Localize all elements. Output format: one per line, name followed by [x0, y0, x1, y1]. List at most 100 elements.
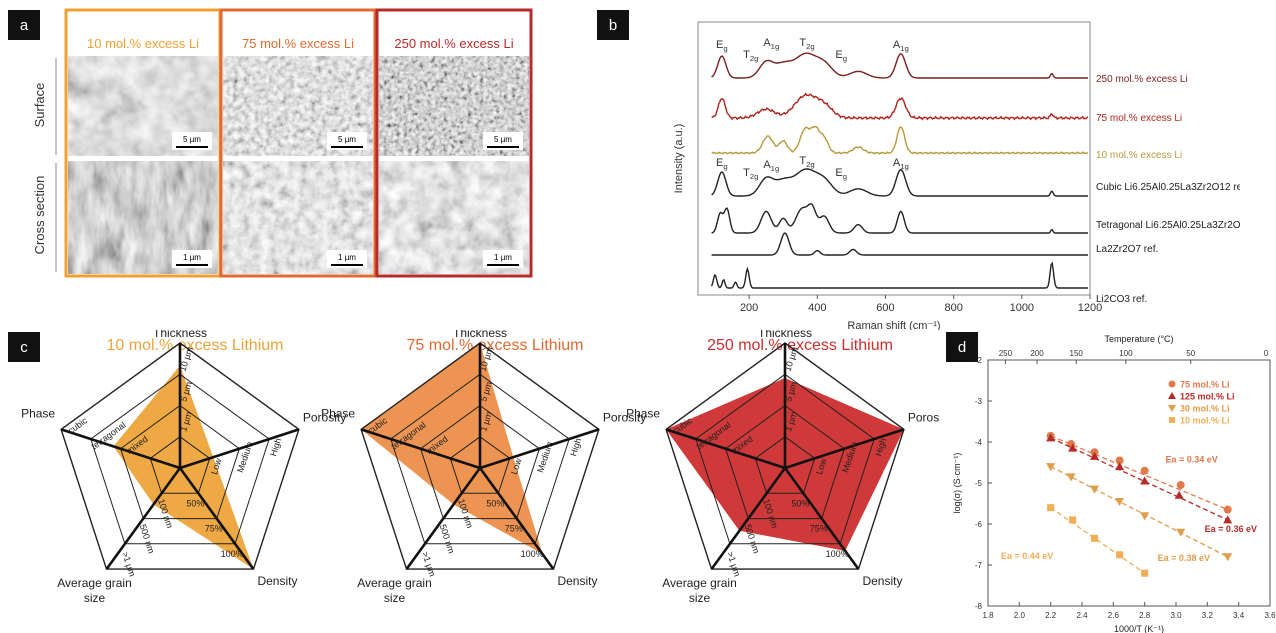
radar-axis-label: Density	[557, 574, 597, 588]
arrhenius-x-tick: 3.6	[1264, 611, 1276, 620]
radar-title: 10 mol.% excess Lithium	[107, 337, 284, 354]
row-label-surface: Surface	[32, 83, 47, 128]
raman-peak-label: T2g	[799, 155, 814, 169]
fit-line	[1050, 437, 1228, 521]
radar-tick-label: >1 µm	[725, 550, 742, 577]
scalebar-label: 5 µm	[338, 135, 356, 144]
raman-peak-label: T2g	[743, 49, 758, 63]
radar-axis-label: size	[689, 591, 711, 605]
radar-axis-label: Phase	[626, 406, 660, 420]
raman-series-label: La2Zr2O7 ref.	[1096, 244, 1158, 255]
raman-plot-frame	[697, 21, 1091, 296]
arrhenius-x-tick: 3.4	[1233, 611, 1245, 620]
radar-tick-label: 100%	[521, 549, 544, 559]
sem-column-title: 75 mol.% excess Li	[242, 36, 354, 51]
data-point	[1223, 505, 1232, 514]
data-point	[1176, 528, 1186, 537]
data-point	[1069, 516, 1077, 524]
radar-tick-label: 100%	[826, 549, 849, 559]
panel-b-raman-chart: 200 400 600 800 1000 1200 Raman shift (cm⁻¹) In…	[673, 21, 1240, 330]
data-point	[1047, 504, 1055, 512]
radar-axis-label: Average grain	[357, 576, 432, 590]
raman-series-label: 10 mol.% excess Li	[1096, 150, 1182, 161]
raman-x-tick: 600	[876, 302, 894, 314]
raman-x-tick: 200	[740, 302, 758, 314]
radar-axis-label: Phase	[321, 406, 355, 420]
radar-title: 250 mol.% excess Lithium	[707, 337, 893, 354]
data-point	[1115, 497, 1125, 506]
radar-tick-label: 100%	[221, 549, 244, 559]
data-point	[1116, 551, 1124, 559]
data-point	[1140, 466, 1149, 475]
arrhenius-x-tick: 2.4	[1076, 611, 1088, 620]
data-point	[1140, 476, 1150, 485]
radar-tick-label: 75%	[505, 524, 523, 534]
radar-tick-label: Medium	[235, 440, 254, 474]
panel-label-a: a	[8, 10, 40, 40]
arrhenius-y-tick: -6	[975, 520, 983, 529]
arrhenius-x-tick: 2.8	[1139, 611, 1151, 620]
arrhenius-y-tick: -8	[975, 602, 983, 611]
radar-tick-label: 500 nm	[138, 523, 157, 555]
arrhenius-x-tick: 2.2	[1045, 611, 1057, 620]
data-point	[1174, 490, 1184, 499]
data-point	[1141, 569, 1149, 577]
arrhenius-top-tick: 50	[1186, 349, 1195, 358]
data-point	[1091, 534, 1099, 542]
raman-series-label: Li2CO3 ref.	[1096, 294, 1147, 305]
legend-label: 10 mol.% Li	[1180, 416, 1230, 426]
raman-peak-label: A1g	[763, 37, 779, 51]
radar-tick-label: Medium	[535, 440, 554, 474]
arrhenius-y-tick: -3	[975, 397, 983, 406]
legend-label: 125 mol.% Li	[1180, 392, 1235, 402]
raman-series-label: Tetragonal Li6.25Al0.25La3Zr2O12 ref.	[1096, 220, 1240, 231]
radar-tick-label: Low	[814, 457, 829, 476]
raman-series-label: Cubic Li6.25Al0.25La3Zr2O12 ref.	[1096, 182, 1240, 193]
raman-x-axis-label: Raman shift (cm⁻¹)	[847, 320, 940, 330]
radar-tick-label: 50%	[486, 498, 504, 508]
sem-column-10: 10 mol.% excess Li	[64, 8, 222, 278]
arrhenius-y-tick: -5	[975, 479, 983, 488]
radar-axis-label: Porosity	[303, 410, 346, 424]
data-point	[1046, 463, 1056, 472]
data-point	[1223, 553, 1233, 562]
raman-x-tick: 1200	[1078, 302, 1102, 314]
radar-title: 75 mol.% excess Lithium	[407, 337, 584, 354]
legend-label: 75 mol.% Li	[1180, 380, 1230, 390]
raman-series-line	[711, 52, 1088, 79]
panel-a-micrographs: Surface Cross section 10 mol.% excess Li…	[32, 8, 533, 278]
data-point	[1046, 433, 1056, 442]
raman-peak-label: A1g	[893, 39, 909, 53]
arrhenius-x-tick: 2.0	[1014, 611, 1026, 620]
radar-tick-label: cubic	[66, 415, 89, 436]
scalebar-label: 5 µm	[183, 135, 201, 144]
scalebar-label: 5 µm	[494, 135, 512, 144]
arrhenius-x-tick: 3.2	[1202, 611, 1214, 620]
scalebar-label: 1 µm	[338, 253, 356, 262]
raman-peak-label: T2g	[743, 167, 758, 181]
radar-axis-label: Phase	[21, 406, 55, 420]
raman-series-line	[710, 261, 1088, 289]
activation-energy-label: Ea = 0.36 eV	[1205, 524, 1257, 534]
sem-column-250: 250 mol.% excess Li	[375, 8, 533, 278]
scalebar-label: 1 µm	[494, 253, 512, 262]
data-point	[1068, 443, 1078, 452]
radar-axis-label: Density	[257, 574, 297, 588]
radar-axis-label: Porosity	[603, 410, 646, 424]
raman-peak-label: T2g	[799, 37, 814, 51]
arrhenius-y-tick: -4	[975, 438, 983, 447]
raman-series-line	[711, 203, 1088, 234]
radar-tick-label: Low	[509, 457, 524, 476]
radar-axis-label: Thickness	[758, 330, 812, 340]
raman-series-label: 75 mol.% excess Li	[1096, 113, 1182, 124]
raman-peak-label: Eg	[835, 167, 847, 181]
fit-line	[1050, 466, 1228, 558]
arrhenius-y-tick: -7	[975, 561, 983, 570]
data-point	[1090, 451, 1100, 460]
legend-marker	[1169, 417, 1175, 423]
raman-x-tick: 1000	[1010, 302, 1034, 314]
radar-tick-label: 50%	[186, 498, 204, 508]
data-point	[1115, 462, 1125, 471]
arrhenius-y-tick: -2	[975, 356, 983, 365]
radar-value-polygon	[361, 343, 543, 554]
